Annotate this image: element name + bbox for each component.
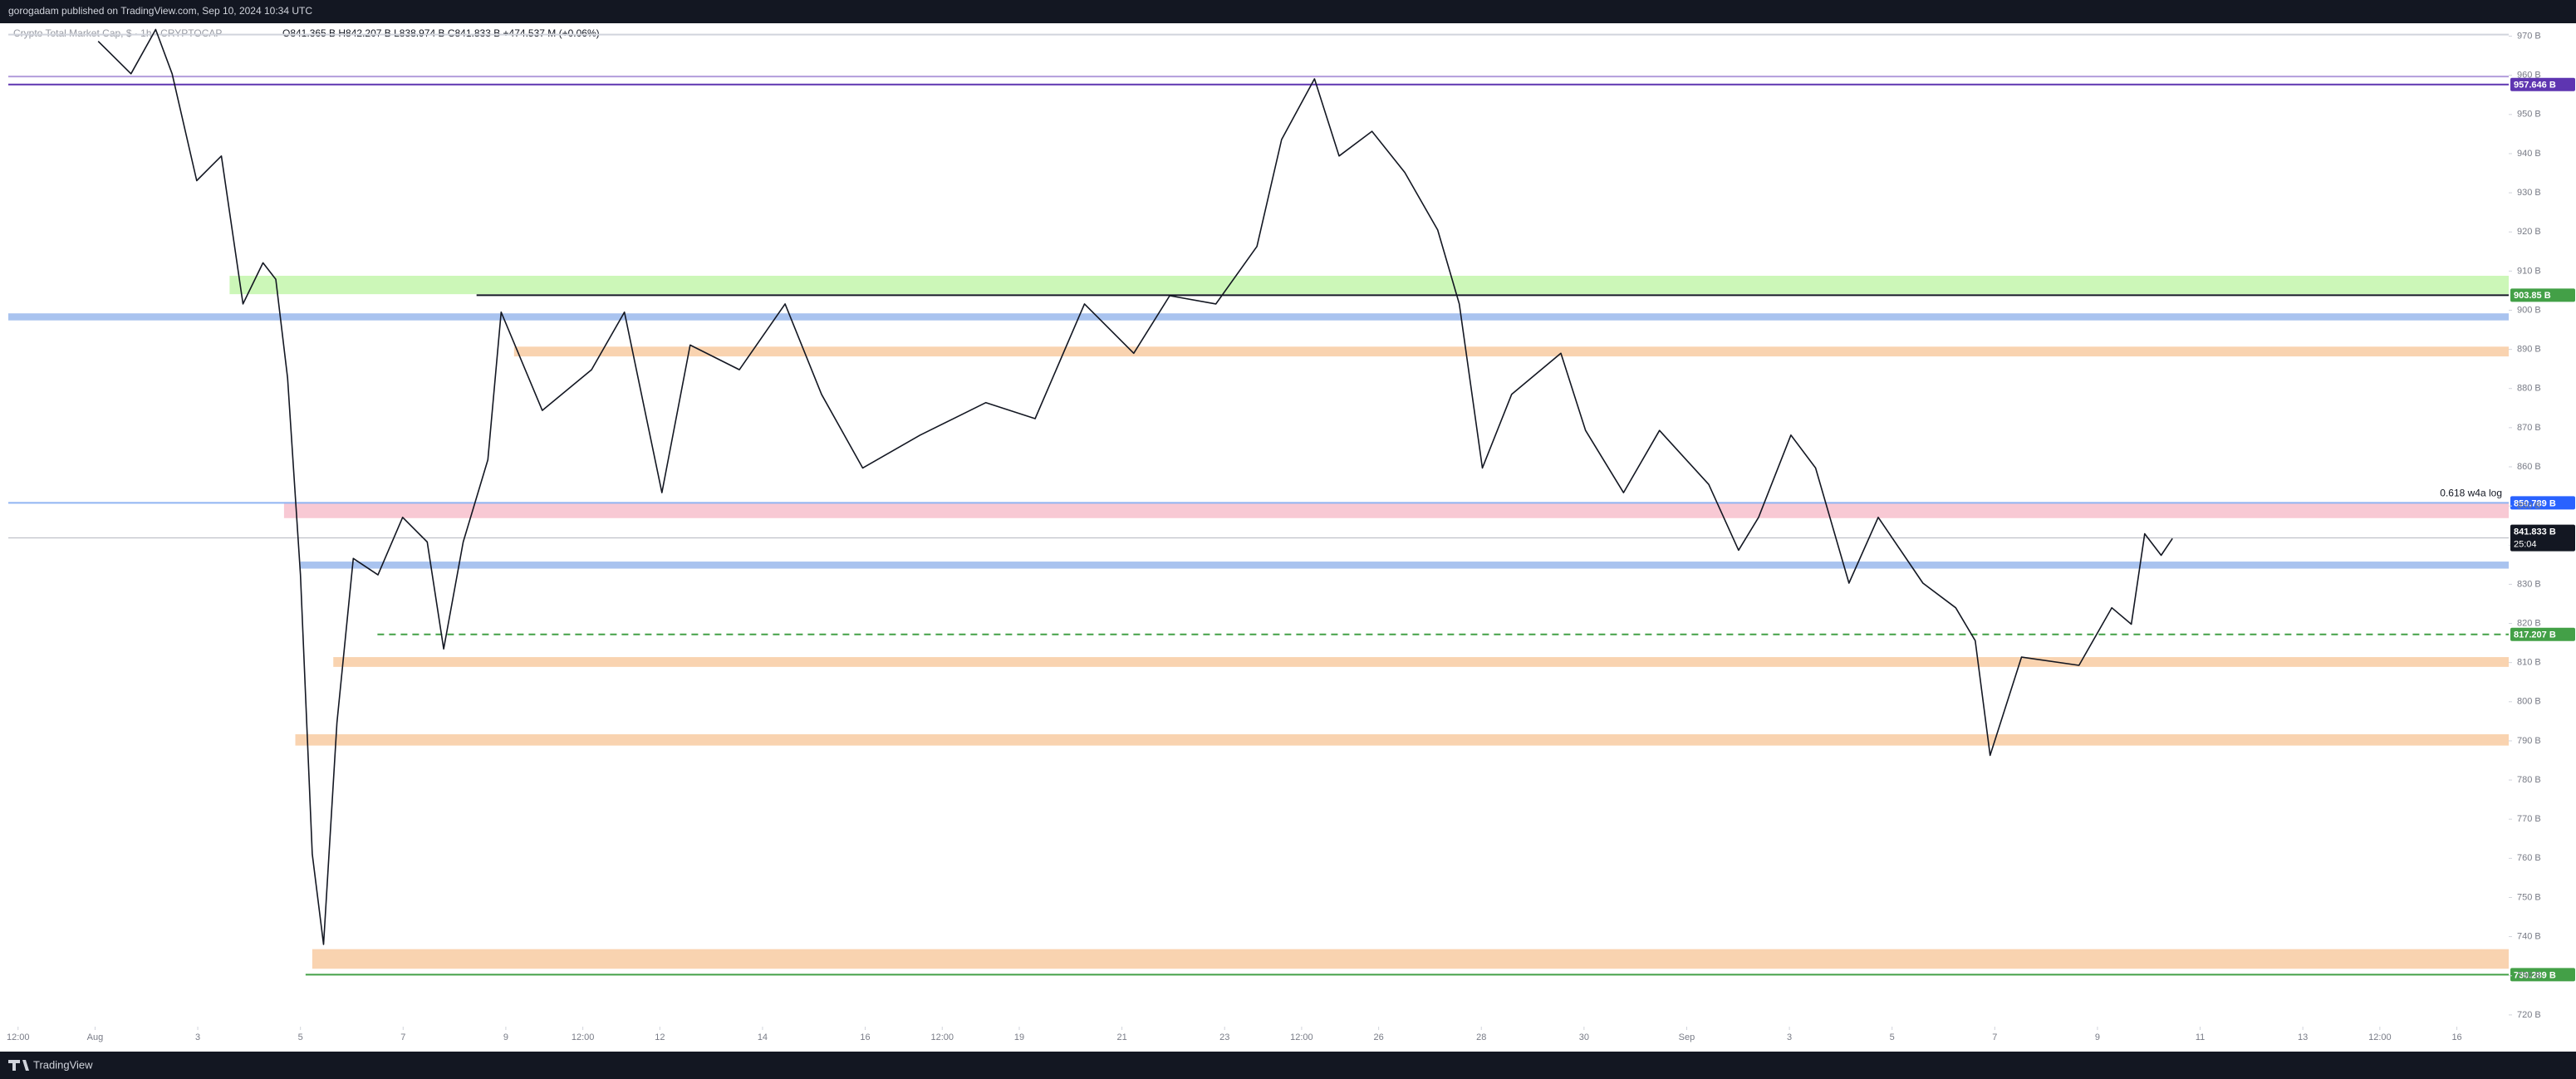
y-tick-label: 960 B [2517,71,2541,81]
x-tick-label: 12:00 [572,1032,595,1042]
x-tick-label: 19 [1014,1032,1024,1042]
x-tick-label: 3 [195,1032,200,1042]
x-tick-label: 12:00 [2368,1032,2392,1042]
x-tick-label: 5 [1890,1032,1895,1042]
price-label: 730.289 B [2514,970,2556,980]
y-tick-label: 800 B [2517,697,2541,707]
y-tick-label: 870 B [2517,423,2541,433]
y-tick-label: 770 B [2517,814,2541,824]
y-tick-label: 970 B [2517,31,2541,41]
x-tick-label: 26 [1374,1032,1384,1042]
legend-symbol[interactable]: Crypto Total Market Cap, $ · 1h · CRYPTO… [13,27,222,39]
y-tick-label: 900 B [2517,305,2541,315]
zone [295,733,2510,746]
price-label: 903.85 B [2514,291,2551,301]
y-tick-label: 730 B [2517,971,2541,981]
x-tick-label: 13 [2298,1032,2308,1042]
price-label-box [2510,496,2575,510]
zone [333,657,2509,667]
y-tick-label: 890 B [2517,345,2541,355]
x-tick-label: 23 [1219,1032,1229,1042]
x-tick-label: 12:00 [1290,1032,1313,1042]
x-tick-label: 5 [298,1032,303,1042]
y-tick-label: 810 B [2517,658,2541,668]
last-price-label: 841.833 B [2514,527,2556,537]
y-tick-label: 820 B [2517,618,2541,628]
x-tick-label: Aug [87,1032,104,1042]
y-tick-label: 930 B [2517,188,2541,198]
y-tick-label: 910 B [2517,266,2541,276]
y-tick-label: 850 B [2517,501,2541,511]
zone [312,949,2509,969]
x-tick-label: 14 [758,1032,768,1042]
x-tick-label: Sep [1679,1032,1695,1042]
price-label-box [2510,968,2575,982]
header-bar [0,0,2576,23]
zone [300,562,2510,569]
y-tick-label: 750 B [2517,892,2541,902]
footer-bar [0,1052,2576,1079]
x-tick-label: 12:00 [931,1032,954,1042]
zone [8,313,2509,321]
plot-area [8,28,2510,976]
x-tick-label: 3 [1787,1032,1792,1042]
x-tick-label: 21 [1116,1032,1126,1042]
y-tick-label: 860 B [2517,462,2541,472]
x-tick-label: 16 [860,1032,870,1042]
x-tick-label: 12:00 [7,1032,30,1042]
price-label-box [2510,288,2575,302]
y-tick-label: 740 B [2517,932,2541,942]
brand-logo[interactable] [8,1060,29,1071]
y-tick-label: 880 B [2517,384,2541,394]
y-tick-label: 920 B [2517,227,2541,237]
price-label: 850.789 B [2514,498,2556,508]
zone [229,276,2509,295]
x-tick-label: 9 [2095,1032,2100,1042]
x-tick-label: 30 [1579,1032,1589,1042]
y-tick-label: 720 B [2517,1010,2541,1020]
zone [513,346,2509,357]
y-tick-label: 940 B [2517,149,2541,159]
publisher: gorogadam published on TradingView.com, … [8,5,312,17]
y-tick-label: 790 B [2517,736,2541,746]
y-tick-label: 950 B [2517,110,2541,120]
x-tick-label: 16 [2451,1032,2461,1042]
countdown: 25:04 [2514,540,2537,550]
price-label-box [2510,77,2575,91]
x-tick-label: 7 [400,1032,405,1042]
brand[interactable]: TradingView [33,1058,93,1071]
x-tick-label: 11 [2196,1032,2205,1042]
price-label: 817.207 B [2514,630,2556,640]
x-tick-label: 7 [1992,1032,1997,1042]
y-tick-label: 760 B [2517,853,2541,863]
y-tick-label: 780 B [2517,775,2541,785]
y-tick-label: 830 B [2517,579,2541,589]
legend-ohlc: O841.365 B H842.207 B L838.974 B C841.83… [282,27,600,39]
level-note: 0.618 w4a log [2440,488,2502,499]
price-label-box [2510,627,2575,641]
last-price-box [2510,524,2575,552]
price-line [97,28,2173,945]
price-label: 957.646 B [2514,81,2556,91]
zone [283,502,2509,518]
x-tick-label: 12 [655,1032,665,1042]
x-tick-label: 9 [503,1032,508,1042]
x-tick-label: 28 [1476,1032,1486,1042]
